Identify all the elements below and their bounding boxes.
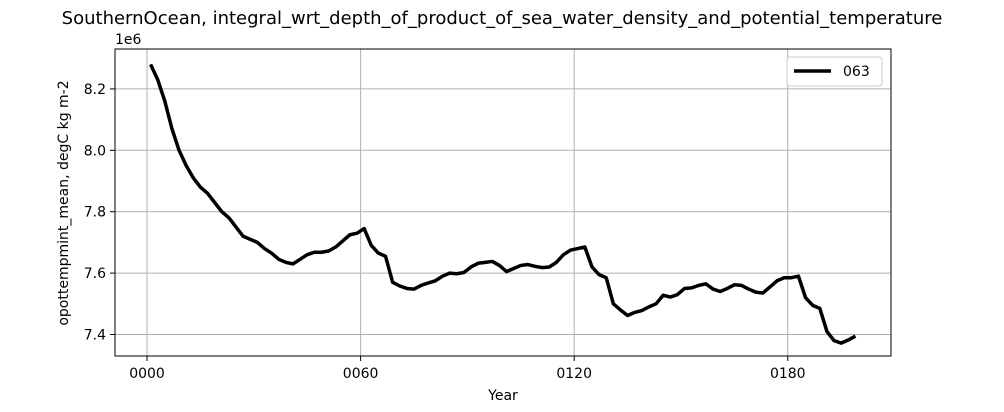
x-axis-label: Year — [487, 388, 518, 404]
x-tick-label: 0000 — [129, 366, 165, 382]
x-tick-label: 0120 — [556, 366, 592, 382]
y-axis-label: opottempmint_mean, degC kg m-2 — [56, 80, 72, 325]
x-tick-label: 0060 — [343, 366, 379, 382]
x-ticks: 0000 0060 0120 0180 — [129, 356, 806, 382]
y-offset-label: 1e6 — [115, 32, 142, 48]
plot-frame — [114, 48, 892, 357]
grid-layer — [115, 49, 891, 356]
y-tick-label: 7.4 — [84, 328, 106, 344]
legend: 063 — [786, 56, 883, 87]
series-layer — [149, 63, 857, 345]
legend-box — [786, 56, 883, 87]
series-line-063 — [149, 63, 857, 345]
y-tick-label: 7.8 — [84, 205, 106, 221]
y-tick-label: 7.6 — [84, 266, 106, 282]
y-tick-label: 8.2 — [84, 82, 106, 98]
y-tick-label: 8.0 — [84, 143, 106, 159]
y-ticks: 7.4 7.6 7.8 8.0 8.2 — [84, 82, 115, 344]
chart-title: SouthernOcean, integral_wrt_depth_of_pro… — [62, 8, 943, 29]
x-tick-label: 0180 — [770, 366, 806, 382]
legend-entry-label: 063 — [843, 64, 870, 80]
